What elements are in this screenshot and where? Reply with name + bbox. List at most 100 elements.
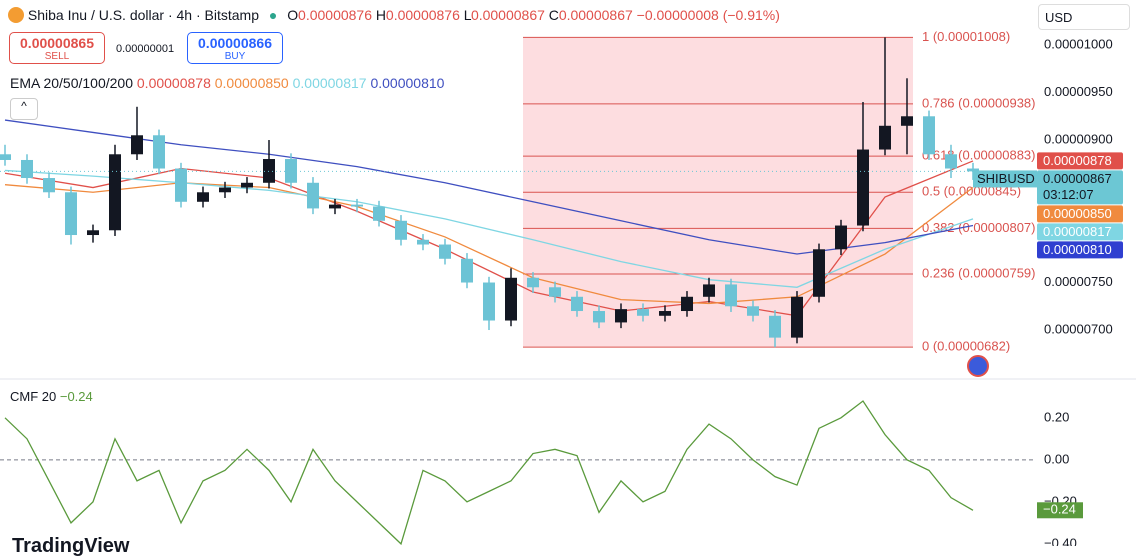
ema-line bbox=[4, 160, 974, 317]
candle-body bbox=[725, 284, 737, 307]
candle-body bbox=[395, 220, 407, 240]
symbol-logo bbox=[8, 7, 24, 23]
price-badge-label: 0.00000850 bbox=[1043, 206, 1112, 221]
y-tick-label: 0.20 bbox=[1044, 409, 1069, 424]
fib-label: 0.5 (0.00000845) bbox=[922, 184, 1021, 199]
price-badge bbox=[1037, 205, 1123, 223]
symbol-title[interactable]: Shiba Inu / U.S. dollar · 4h · Bitstamp bbox=[27, 7, 259, 23]
market-status: ● bbox=[268, 7, 278, 23]
candle-body bbox=[351, 204, 363, 207]
price-badge bbox=[1037, 223, 1123, 241]
buy-price: 0.00000866 bbox=[198, 35, 272, 51]
candle-body bbox=[681, 296, 693, 312]
candle-body bbox=[857, 149, 869, 226]
price-badge-label: 0.00000867 bbox=[1043, 171, 1112, 186]
candle-body bbox=[703, 284, 715, 297]
currency-flag bbox=[967, 355, 989, 377]
candle-body bbox=[219, 187, 231, 193]
fib-label: 0 (0.00000682) bbox=[922, 339, 1010, 354]
candle-body bbox=[153, 135, 165, 169]
candle-body bbox=[945, 154, 957, 169]
fib-label: 1 (0.00001008) bbox=[922, 29, 1010, 44]
candle-body bbox=[637, 309, 649, 316]
candle-body bbox=[659, 311, 671, 316]
candle-body bbox=[571, 296, 583, 312]
candle-body bbox=[417, 239, 429, 245]
candle-body bbox=[747, 306, 759, 316]
ohlc-key: C bbox=[548, 7, 559, 23]
candle-body bbox=[285, 159, 297, 183]
symbol-label: SHIBUSD bbox=[977, 171, 1035, 186]
line bbox=[4, 400, 974, 546]
candle-body bbox=[527, 277, 539, 288]
collapse-button[interactable]: ^ bbox=[10, 98, 38, 120]
cmf-badge bbox=[1037, 502, 1083, 519]
spread: 0.00000001 bbox=[116, 43, 175, 55]
candle-body bbox=[0, 154, 11, 160]
candle-body bbox=[879, 125, 891, 150]
cmf-legend: CMF 20 −0.24 bbox=[10, 389, 93, 404]
ohlc-value: 0.00000876 bbox=[385, 7, 460, 23]
ema-legend: EMA 20/50/100/200 0.00000878 0.00000850 … bbox=[10, 75, 444, 91]
candle-body bbox=[813, 249, 825, 297]
candle-body bbox=[307, 182, 319, 209]
price-badge-label: 0.00000810 bbox=[1043, 242, 1112, 257]
page: 1 (0.00001008) 0.786 (0.00000938) 0.618 (0… bbox=[0, 4, 1136, 557]
sell-button[interactable]: 0.00000865 bbox=[9, 32, 105, 64]
buy-label: BUY bbox=[224, 51, 246, 62]
currency-select[interactable]: USD bbox=[1038, 4, 1130, 30]
candle-body bbox=[967, 168, 979, 172]
ema-line bbox=[4, 119, 974, 255]
candle-body bbox=[505, 277, 517, 321]
fib-label: 0.618 (0.00000883) bbox=[922, 148, 1035, 163]
ohlc-value: 0.00000867 bbox=[470, 7, 545, 23]
price-badge-label: 0.00000817 bbox=[1043, 224, 1112, 239]
candle-body bbox=[197, 192, 209, 202]
ema-value: 0.00000810 bbox=[370, 75, 445, 91]
ohlc-value: 0.00000876 bbox=[298, 7, 372, 23]
y-tick-label: 0.00000900 bbox=[1044, 131, 1113, 146]
ema-title: EMA 20/50/100/200 bbox=[10, 75, 133, 91]
y-tick-label: 0.00000950 bbox=[1044, 84, 1113, 99]
change: −0.00000008 (−0.91%) bbox=[636, 7, 780, 23]
watermark: TradingView bbox=[12, 535, 130, 557]
candle-body bbox=[923, 116, 935, 155]
candle-body bbox=[87, 230, 99, 236]
price-badge bbox=[1037, 152, 1123, 170]
cmf-badge-label: −0.24 bbox=[1043, 502, 1076, 517]
candle-body bbox=[131, 135, 143, 155]
buy-button[interactable]: 0.00000866 bbox=[187, 32, 283, 64]
candle-body bbox=[175, 168, 187, 202]
candle-body bbox=[21, 159, 33, 179]
candle-body bbox=[769, 315, 781, 338]
ema-value: 0.00000817 bbox=[292, 75, 367, 91]
candle-body bbox=[461, 258, 473, 283]
ohlc-value: 0.00000867 bbox=[558, 7, 633, 23]
ohlc: O 0.00000876 H 0.00000876 L 0.00000867 C… bbox=[287, 7, 636, 23]
y-tick-label: 0.00 bbox=[1044, 451, 1069, 466]
cmf-value: −0.24 bbox=[59, 389, 93, 404]
cmf-title: CMF 20 bbox=[10, 389, 57, 404]
candle-body bbox=[109, 154, 121, 231]
price-badge bbox=[1037, 170, 1123, 205]
countdown: 03:12:07 bbox=[1043, 187, 1094, 202]
y-tick-label: −0.40 bbox=[1044, 535, 1077, 546]
symbol-badge bbox=[973, 170, 1037, 188]
price-badge bbox=[1037, 241, 1123, 259]
candle-body bbox=[791, 296, 803, 338]
ema-value: 0.00000850 bbox=[214, 75, 289, 91]
y-tick-label: 0.00001000 bbox=[1044, 36, 1113, 51]
candle-body bbox=[593, 311, 605, 323]
fib-label: 0.236 (0.00000759) bbox=[922, 265, 1035, 280]
ohlc-key: O bbox=[287, 7, 299, 23]
candle-body bbox=[615, 309, 627, 323]
ohlc-key: H bbox=[375, 7, 387, 23]
chart: 1 (0.00001008) 0.786 (0.00000938) 0.618 (0… bbox=[0, 29, 1136, 546]
candle-body bbox=[835, 225, 847, 250]
ema-line bbox=[4, 182, 974, 305]
candle-body bbox=[373, 206, 385, 221]
candle-body bbox=[241, 182, 253, 188]
ema-line bbox=[4, 169, 974, 288]
candle-body bbox=[329, 204, 341, 209]
candle-body bbox=[549, 287, 561, 297]
